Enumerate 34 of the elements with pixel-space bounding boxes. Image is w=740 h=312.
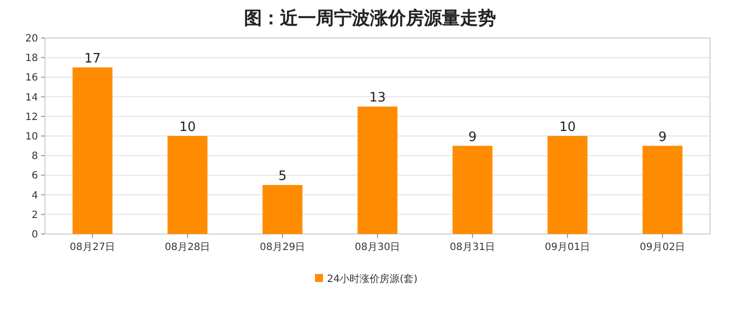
- y-tick-label: 14: [25, 92, 38, 104]
- bar: [262, 185, 302, 234]
- bar: [358, 106, 398, 234]
- y-tick-label: 8: [32, 151, 38, 162]
- data-label: 5: [278, 169, 287, 184]
- bar: [548, 136, 588, 234]
- bar: [642, 146, 682, 234]
- x-tick-label: 08月29日: [260, 242, 306, 253]
- x-tick-label: 08月28日: [164, 242, 210, 253]
- y-tick-label: 10: [25, 132, 38, 142]
- bar: [168, 136, 208, 234]
- bar: [72, 67, 112, 234]
- data-label: 10: [179, 120, 196, 135]
- legend-label: 24小时涨价房源(套): [327, 273, 418, 285]
- y-tick-label: 20: [25, 34, 38, 44]
- y-tick-label: 16: [25, 72, 38, 84]
- chart-title: 图：近一周宁波涨价房源量走势: [244, 8, 496, 29]
- data-label: 13: [369, 90, 386, 106]
- y-tick-label: 4: [32, 190, 38, 202]
- x-tick-label: 08月27日: [70, 242, 116, 253]
- x-tick-label: 08月31日: [450, 242, 496, 253]
- x-tick-label: 09月01日: [544, 242, 590, 253]
- y-tick-label: 2: [32, 210, 38, 221]
- data-label: 9: [468, 130, 477, 145]
- data-label: 17: [84, 51, 101, 66]
- data-label: 9: [658, 130, 667, 145]
- x-tick-label: 09月02日: [640, 242, 686, 253]
- y-tick-label: 6: [32, 170, 38, 182]
- y-tick-label: 0: [32, 230, 38, 240]
- y-tick-label: 18: [25, 53, 38, 64]
- data-label: 10: [559, 120, 576, 135]
- bar: [452, 146, 492, 234]
- x-tick-label: 08月30日: [354, 242, 400, 253]
- y-tick-label: 12: [25, 112, 38, 123]
